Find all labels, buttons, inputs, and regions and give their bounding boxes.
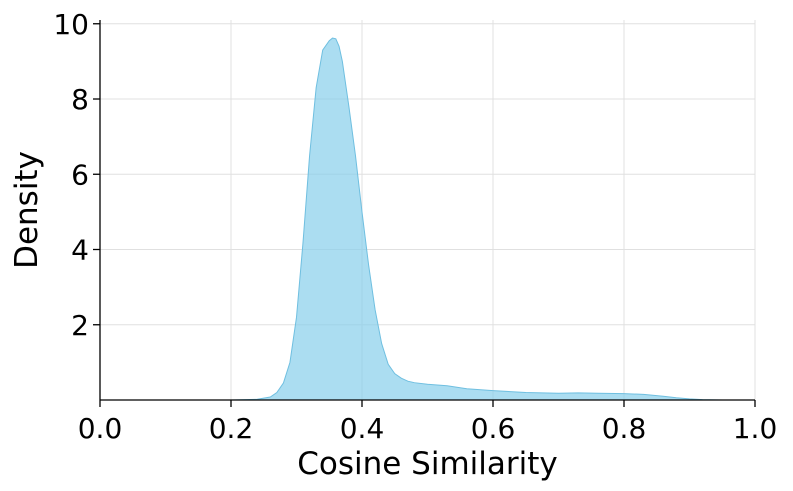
x-axis-title: Cosine Similarity xyxy=(297,446,558,482)
grid xyxy=(99,20,756,400)
x-tick-label: 0.8 xyxy=(602,412,647,445)
x-tick-label: 0.0 xyxy=(78,412,123,445)
y-tick-label: 6 xyxy=(71,158,89,191)
y-tick-label: 8 xyxy=(71,83,89,116)
x-axis-ticks: 0.0 0.2 0.4 0.6 0.8 1.0 xyxy=(78,400,778,445)
axes xyxy=(99,20,755,401)
x-tick-label: 0.4 xyxy=(340,412,385,445)
x-tick-label: 0.2 xyxy=(209,412,254,445)
x-tick-label: 0.6 xyxy=(471,412,516,445)
y-tick-label: 10 xyxy=(53,8,89,41)
plot-area xyxy=(230,37,723,401)
y-axis-ticks: 2 4 6 8 10 xyxy=(53,8,100,342)
y-tick-label: 2 xyxy=(71,309,89,342)
y-tick-label: 4 xyxy=(71,234,89,267)
x-tick-label: 1.0 xyxy=(733,412,778,445)
y-axis-title: Density xyxy=(9,151,45,269)
density-line xyxy=(230,37,723,401)
density-area xyxy=(231,38,723,401)
